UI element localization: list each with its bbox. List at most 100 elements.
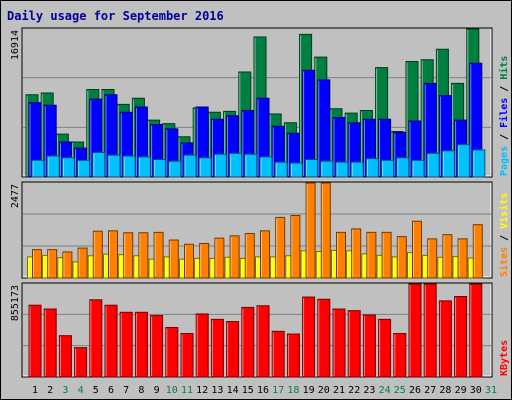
x-tick-label: 7 (123, 385, 129, 396)
legend-item-sites: Sites (498, 247, 510, 277)
bar-kbytes (302, 296, 316, 378)
bar-pages (365, 158, 379, 178)
bar-sites (77, 247, 88, 279)
bar-kbytes (408, 283, 422, 378)
bar-sites (184, 243, 194, 279)
bar-kbytes (332, 308, 346, 378)
bar-sites (457, 238, 468, 279)
x-tick-label: 12 (196, 385, 208, 396)
bar-pages (77, 159, 91, 178)
bar-sites (229, 235, 240, 279)
bar-sites (336, 231, 346, 279)
x-tick-label: 1 (32, 385, 38, 396)
bar-kbytes (28, 304, 42, 378)
bar-pages (137, 156, 151, 178)
y-axis-max-label: 2477 (10, 184, 21, 208)
bar-pages (92, 151, 106, 178)
bar-kbytes (226, 321, 240, 378)
bar-kbytes (150, 315, 164, 378)
bar-sites (199, 242, 210, 279)
x-tick-label: 22 (348, 385, 360, 396)
x-tick-label: 24 (379, 385, 391, 396)
legend-item-kbytes: KBytes (499, 340, 510, 376)
x-tick-label: 29 (455, 385, 467, 396)
bar-sites (427, 238, 438, 279)
bar-pages (46, 155, 60, 178)
x-tick-label: 9 (154, 385, 160, 396)
bar-sites (351, 228, 362, 279)
chart-title: Daily usage for September 2016 (7, 9, 224, 23)
bar-kbytes (347, 310, 361, 378)
bar-pages (183, 154, 197, 178)
bar-kbytes (119, 311, 133, 378)
bar-kbytes (43, 308, 57, 378)
bar-pages (426, 152, 440, 178)
bar-kbytes (317, 298, 331, 378)
bar-sites (138, 232, 149, 279)
x-tick-label: 23 (363, 385, 375, 396)
bar-sites (442, 234, 453, 279)
x-tick-label: 2 (47, 385, 53, 396)
bar-sites (305, 182, 316, 279)
bar-kbytes (286, 333, 300, 378)
bar-pages (213, 153, 227, 178)
bar-pages (396, 157, 410, 178)
x-tick-label: 27 (424, 385, 436, 396)
legend-separator: / (499, 229, 510, 247)
bar-pages (259, 156, 273, 178)
x-tick-label: 15 (242, 385, 254, 396)
bar-pages (229, 152, 243, 178)
bar-kbytes (134, 311, 148, 378)
x-tick-label: 11 (181, 385, 193, 396)
x-tick-label: 18 (287, 385, 299, 396)
bar-pages (472, 149, 486, 178)
bar-kbytes (180, 333, 194, 378)
bar-kbytes (104, 304, 118, 378)
bar-sites (290, 214, 301, 279)
bar-sites (366, 231, 377, 279)
x-tick-label: 4 (78, 385, 84, 396)
bar-pages (198, 157, 212, 178)
bar-pages (122, 155, 136, 178)
x-tick-label: 16 (257, 385, 269, 396)
bar-pages (107, 154, 121, 178)
bar-pages (411, 159, 425, 178)
x-tick-label: 28 (439, 385, 451, 396)
x-tick-label: 19 (303, 385, 315, 396)
x-tick-label: 6 (108, 385, 114, 396)
x-tick-label: 25 (394, 385, 406, 396)
x-tick-label: 13 (211, 385, 223, 396)
x-tick-label: 26 (409, 385, 421, 396)
bar-sites (381, 231, 392, 279)
bar-sites (214, 237, 225, 279)
bar-sites (244, 233, 255, 279)
x-tick-label: 10 (166, 385, 178, 396)
legend-separator: / (499, 128, 510, 146)
bar-sites (92, 230, 103, 279)
bar-kbytes (438, 300, 452, 378)
bar-kbytes (378, 318, 392, 378)
bar-sites (62, 251, 73, 279)
bar-sites (168, 239, 179, 279)
bar-sites (123, 232, 134, 279)
bar-pages (61, 157, 75, 178)
bar-sites (412, 220, 422, 279)
panel-legend: Sites / Visits (498, 193, 510, 277)
bar-kbytes (469, 283, 483, 378)
x-tick-label: 17 (272, 385, 284, 396)
bar-kbytes (271, 330, 285, 378)
bar-pages (274, 161, 288, 178)
legend-item-files: Files (498, 98, 510, 128)
bar-kbytes (210, 318, 224, 378)
bar-pages (153, 158, 167, 178)
bar-pages (320, 160, 334, 178)
bar-kbytes (454, 296, 468, 378)
y-axis-max-label: 16914 (10, 30, 21, 60)
bar-kbytes (423, 283, 437, 378)
panel-legend: KBytes (499, 340, 510, 376)
x-tick-label: 14 (227, 385, 239, 396)
legend-item-visits: Visits (498, 193, 510, 229)
bar-pages (305, 158, 319, 178)
